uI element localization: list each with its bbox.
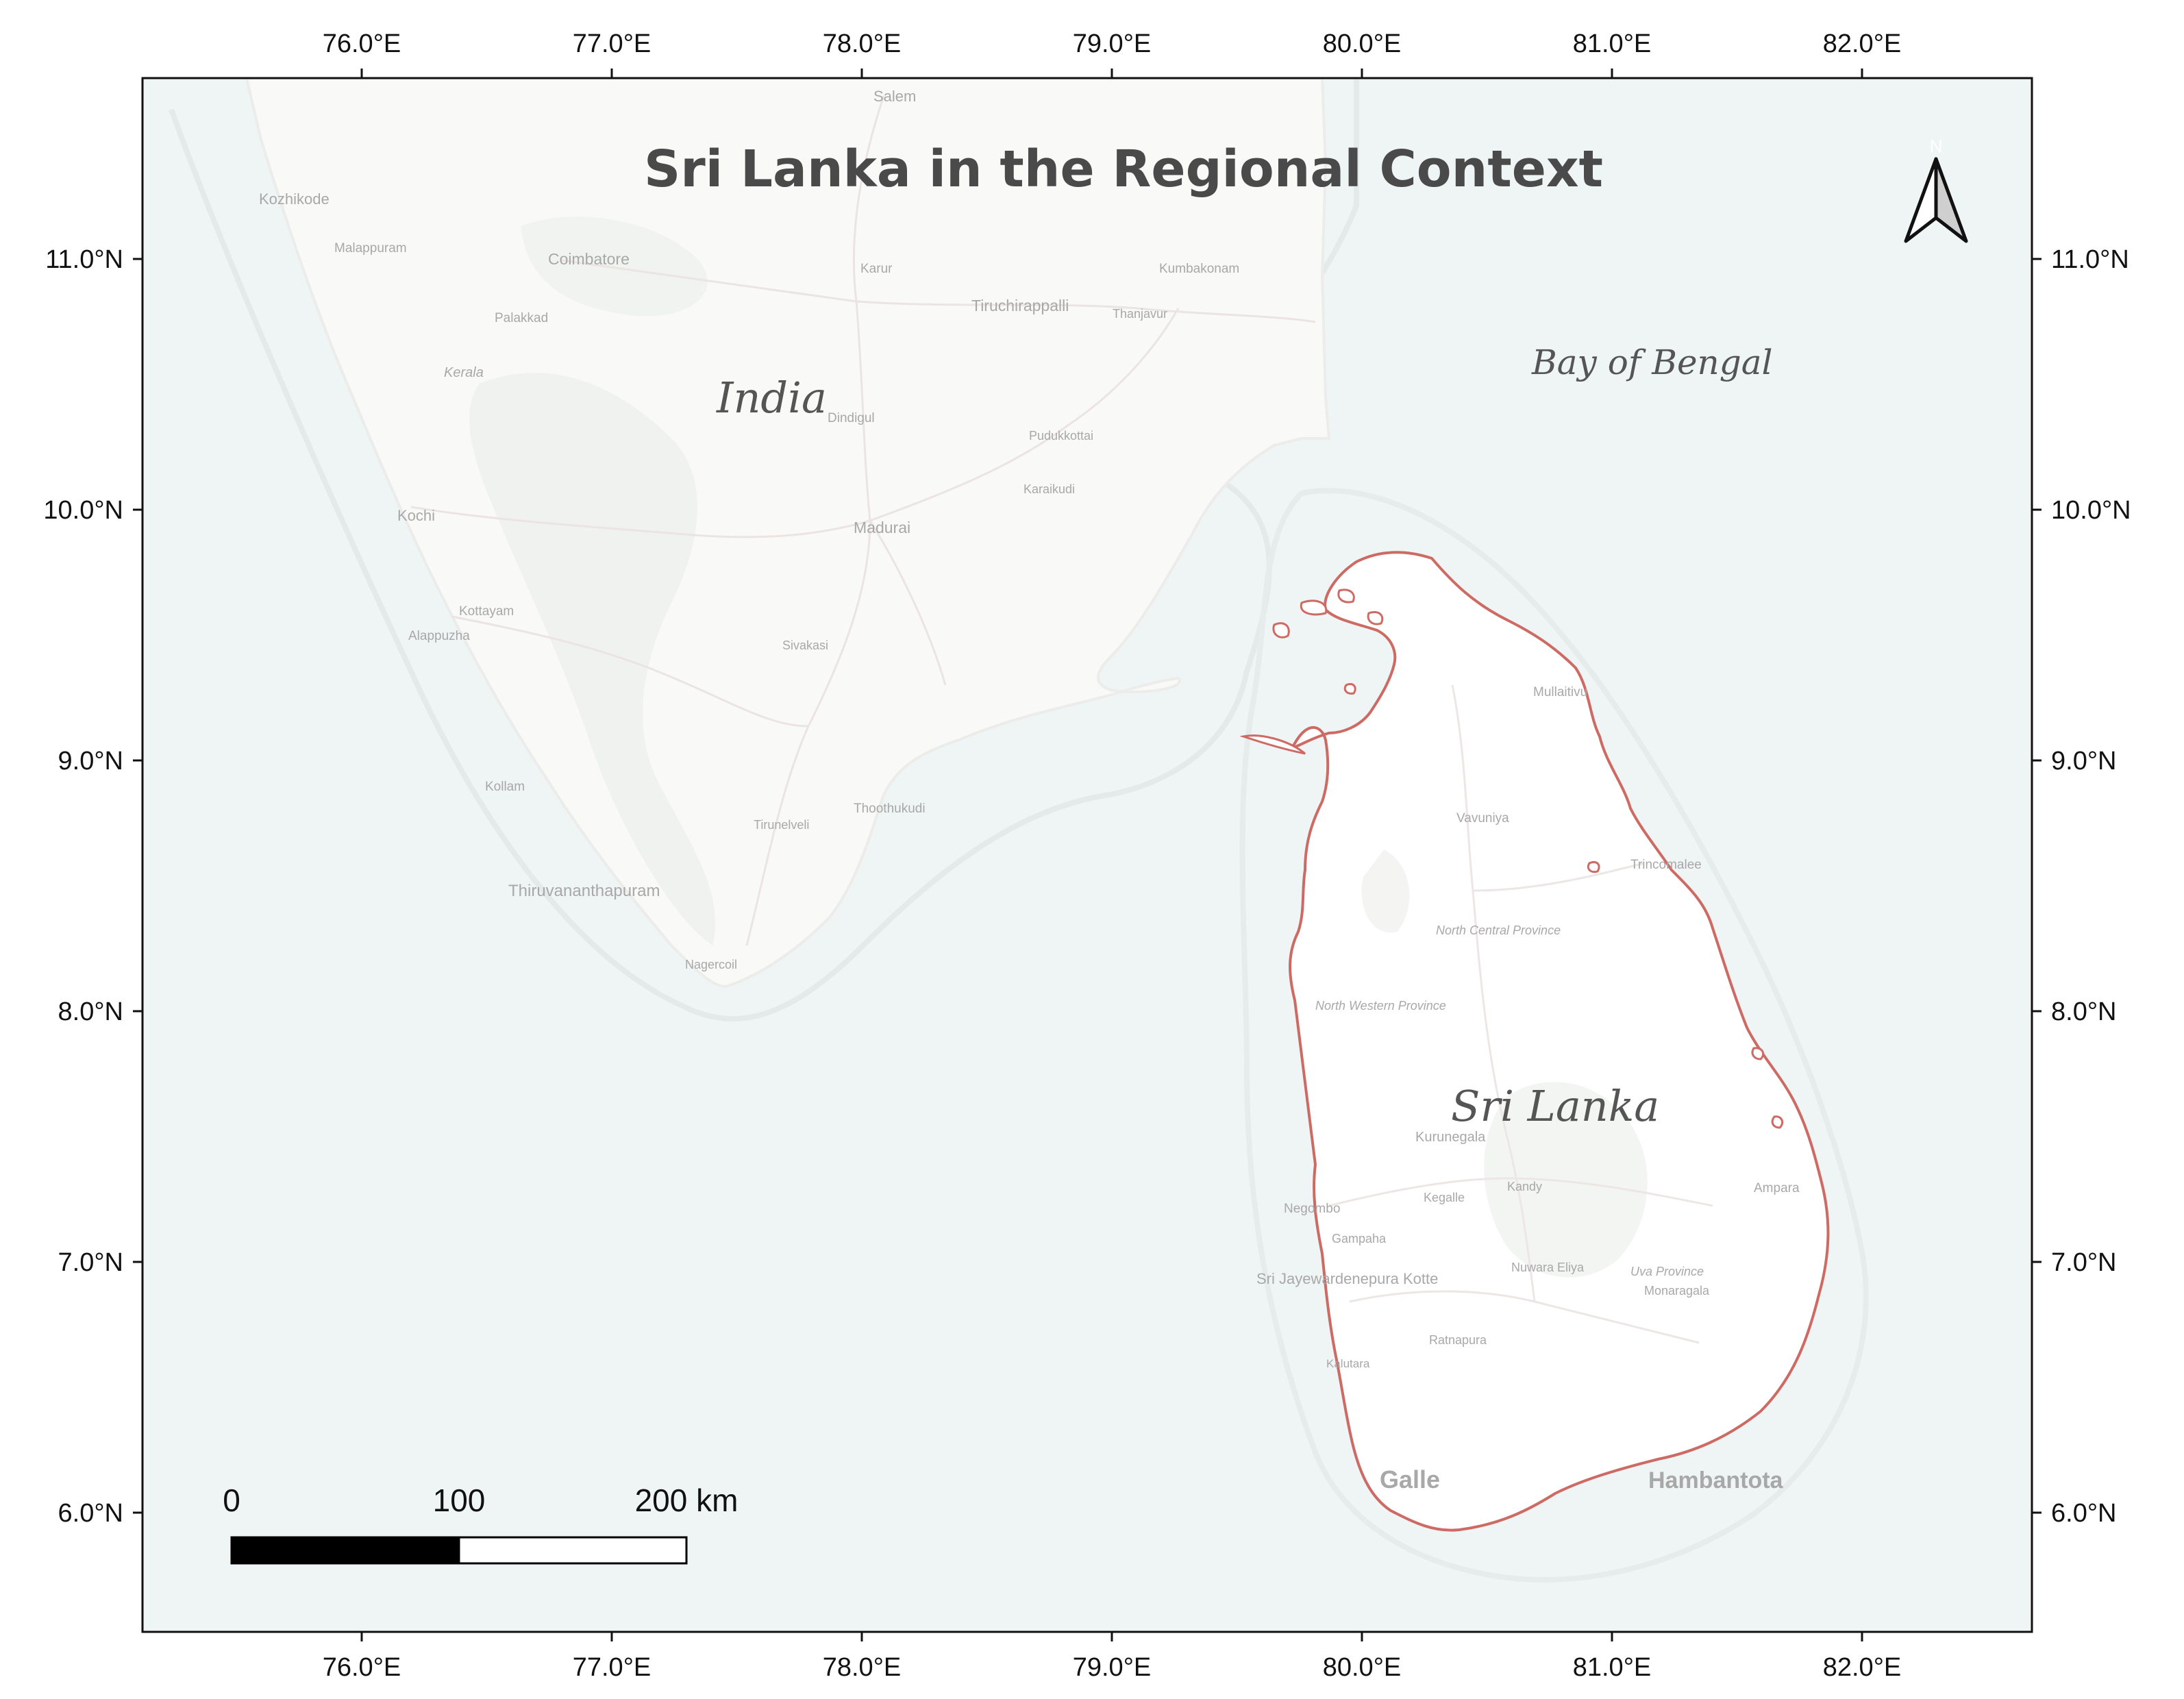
- lon-tick-label: 79.0°E: [1073, 1653, 1152, 1682]
- lon-tick-label: 81.0°E: [1573, 29, 1652, 58]
- sri-lanka-terrain-2: [1361, 850, 1410, 933]
- scale-bar-black-segment: [230, 1536, 460, 1565]
- india-terrain: [469, 373, 715, 945]
- lat-tick-label: 9.0°N: [58, 747, 123, 776]
- place-label: Kochi: [397, 507, 435, 524]
- place-label: Nuwara Eliya: [1511, 1261, 1585, 1274]
- place-label: Thiruvananthapuram: [508, 882, 660, 900]
- place-label: Nagercoil: [685, 958, 737, 971]
- sri-lanka-landmass[interactable]: [1289, 551, 1830, 1532]
- place-label: Negombo: [1284, 1202, 1340, 1216]
- lon-tick-label: 78.0°E: [823, 1653, 902, 1682]
- place-label: Ampara: [1754, 1181, 1800, 1195]
- place-label: Trincomalee: [1630, 858, 1702, 872]
- place-label: Kegalle: [1424, 1191, 1465, 1204]
- place-label: Karur: [860, 262, 893, 276]
- place-label: Kerala: [444, 365, 484, 380]
- lat-tick-label: 10.0°N: [2051, 496, 2131, 525]
- lat-tick-label: 11.0°N: [45, 245, 123, 274]
- basemap-labels: Salem Kozhikode Malappuram Coimbatore Pa…: [259, 88, 1800, 1493]
- place-label: North Western Province: [1315, 999, 1446, 1013]
- place-label: Kozhikode: [259, 190, 330, 208]
- scale-label-100: 100: [433, 1483, 486, 1518]
- lat-tick-label: 9.0°N: [2051, 747, 2116, 776]
- place-label: Malappuram: [334, 241, 407, 256]
- place-label: Galle: [1380, 1465, 1440, 1493]
- india-label: India: [716, 373, 827, 423]
- place-label: Salem: [873, 88, 916, 105]
- place-label: Thoothukudi: [854, 802, 926, 816]
- place-label: Ratnapura: [1429, 1333, 1487, 1347]
- lat-tick-label: 7.0°N: [2051, 1248, 2116, 1277]
- india-terrain-2: [521, 216, 708, 317]
- map-area[interactable]: Salem Kozhikode Malappuram Coimbatore Pa…: [142, 78, 2032, 1632]
- lat-tick-labels-left: 11.0°N 10.0°N 9.0°N 8.0°N 7.0°N 6.0°N: [43, 245, 123, 1528]
- place-label: Kandy: [1507, 1180, 1542, 1193]
- lon-tick-labels-top: 76.0°E 77.0°E 78.0°E 79.0°E 80.0°E 81.0°…: [323, 29, 1902, 58]
- sri-lanka-label: Sri Lanka: [1451, 1081, 1659, 1131]
- lat-tick-label: 6.0°N: [58, 1499, 123, 1528]
- place-label: Tiruchirappalli: [971, 297, 1069, 314]
- place-label: Tirunelveli: [754, 818, 809, 832]
- place-label: Hambantota: [1648, 1467, 1784, 1493]
- scale-label-200: 200 km: [635, 1483, 739, 1518]
- place-label: Vavuniya: [1456, 811, 1509, 826]
- map-frame: [141, 77, 2033, 1633]
- lon-tick-label: 80.0°E: [1323, 1653, 1402, 1682]
- lon-tick-label: 80.0°E: [1323, 29, 1402, 58]
- lon-tick-label: 79.0°E: [1073, 29, 1152, 58]
- place-label: Kurunegala: [1415, 1130, 1486, 1145]
- north-arrow-icon: N: [1904, 136, 1968, 243]
- place-label: Sri Jayewardenepura Kotte: [1256, 1270, 1438, 1287]
- india-roads: [410, 95, 1316, 946]
- place-label: Kumbakonam: [1159, 262, 1239, 276]
- lon-tick-label: 77.0°E: [573, 1653, 652, 1682]
- place-label: Alappuzha: [408, 629, 470, 643]
- lat-tick-label: 11.0°N: [2051, 245, 2129, 274]
- shelf-contour-sri-lanka: [1239, 488, 1869, 1583]
- lat-tick-label: 10.0°N: [43, 496, 123, 525]
- place-label: North Central Province: [1436, 923, 1561, 937]
- islets: [1239, 588, 1784, 1129]
- scale-label-0: 0: [223, 1483, 240, 1518]
- place-label: Coimbatore: [548, 250, 630, 268]
- lon-tick-label: 81.0°E: [1573, 1653, 1652, 1682]
- bay-of-bengal-label: Bay of Bengal: [1531, 343, 1773, 382]
- place-label: Palakkad: [495, 311, 548, 325]
- lon-tick-label: 76.0°E: [323, 29, 401, 58]
- place-label: Kalutara: [1326, 1357, 1370, 1370]
- lon-tick-label: 76.0°E: [323, 1653, 401, 1682]
- lon-tick-label: 77.0°E: [573, 29, 652, 58]
- scale-bar: 0 100 200 km: [223, 1483, 739, 1565]
- place-label: Kollam: [485, 780, 525, 794]
- place-label: Sivakasi: [782, 638, 828, 652]
- place-label: Madurai: [854, 519, 910, 536]
- lon-tick-label: 78.0°E: [823, 29, 902, 58]
- place-label: Kottayam: [459, 604, 514, 619]
- lat-tick-labels-right: 11.0°N 10.0°N 9.0°N 8.0°N 7.0°N 6.0°N: [2051, 245, 2131, 1528]
- place-label: Mullaitivu: [1533, 685, 1587, 699]
- sri-lanka-roads: [1328, 684, 1713, 1344]
- place-label: Gampaha: [1332, 1232, 1387, 1245]
- place-label: Pudukkottai: [1029, 429, 1093, 443]
- place-label: Dindigul: [828, 411, 875, 425]
- place-label: Karaikudi: [1023, 482, 1075, 496]
- lon-tick-labels-bottom: 76.0°E 77.0°E 78.0°E 79.0°E 80.0°E 81.0°…: [323, 1653, 1902, 1682]
- lat-tick-label: 6.0°N: [2051, 1499, 2116, 1528]
- lon-tick-label: 82.0°E: [1823, 29, 1902, 58]
- north-letter: N: [1930, 136, 1943, 156]
- lat-tick-label: 7.0°N: [58, 1248, 123, 1277]
- place-label: Uva Province: [1630, 1265, 1704, 1278]
- lat-tick-label: 8.0°N: [2051, 997, 2116, 1026]
- map-title: Sri Lanka in the Regional Context: [644, 140, 1603, 199]
- scale-bar-white-segment: [458, 1536, 688, 1565]
- place-label: Thanjavur: [1113, 307, 1167, 321]
- place-label: Monaragala: [1644, 1284, 1710, 1298]
- axis-ticks: [133, 69, 2042, 1641]
- lat-tick-label: 8.0°N: [58, 997, 123, 1026]
- lon-tick-label: 82.0°E: [1823, 1653, 1902, 1682]
